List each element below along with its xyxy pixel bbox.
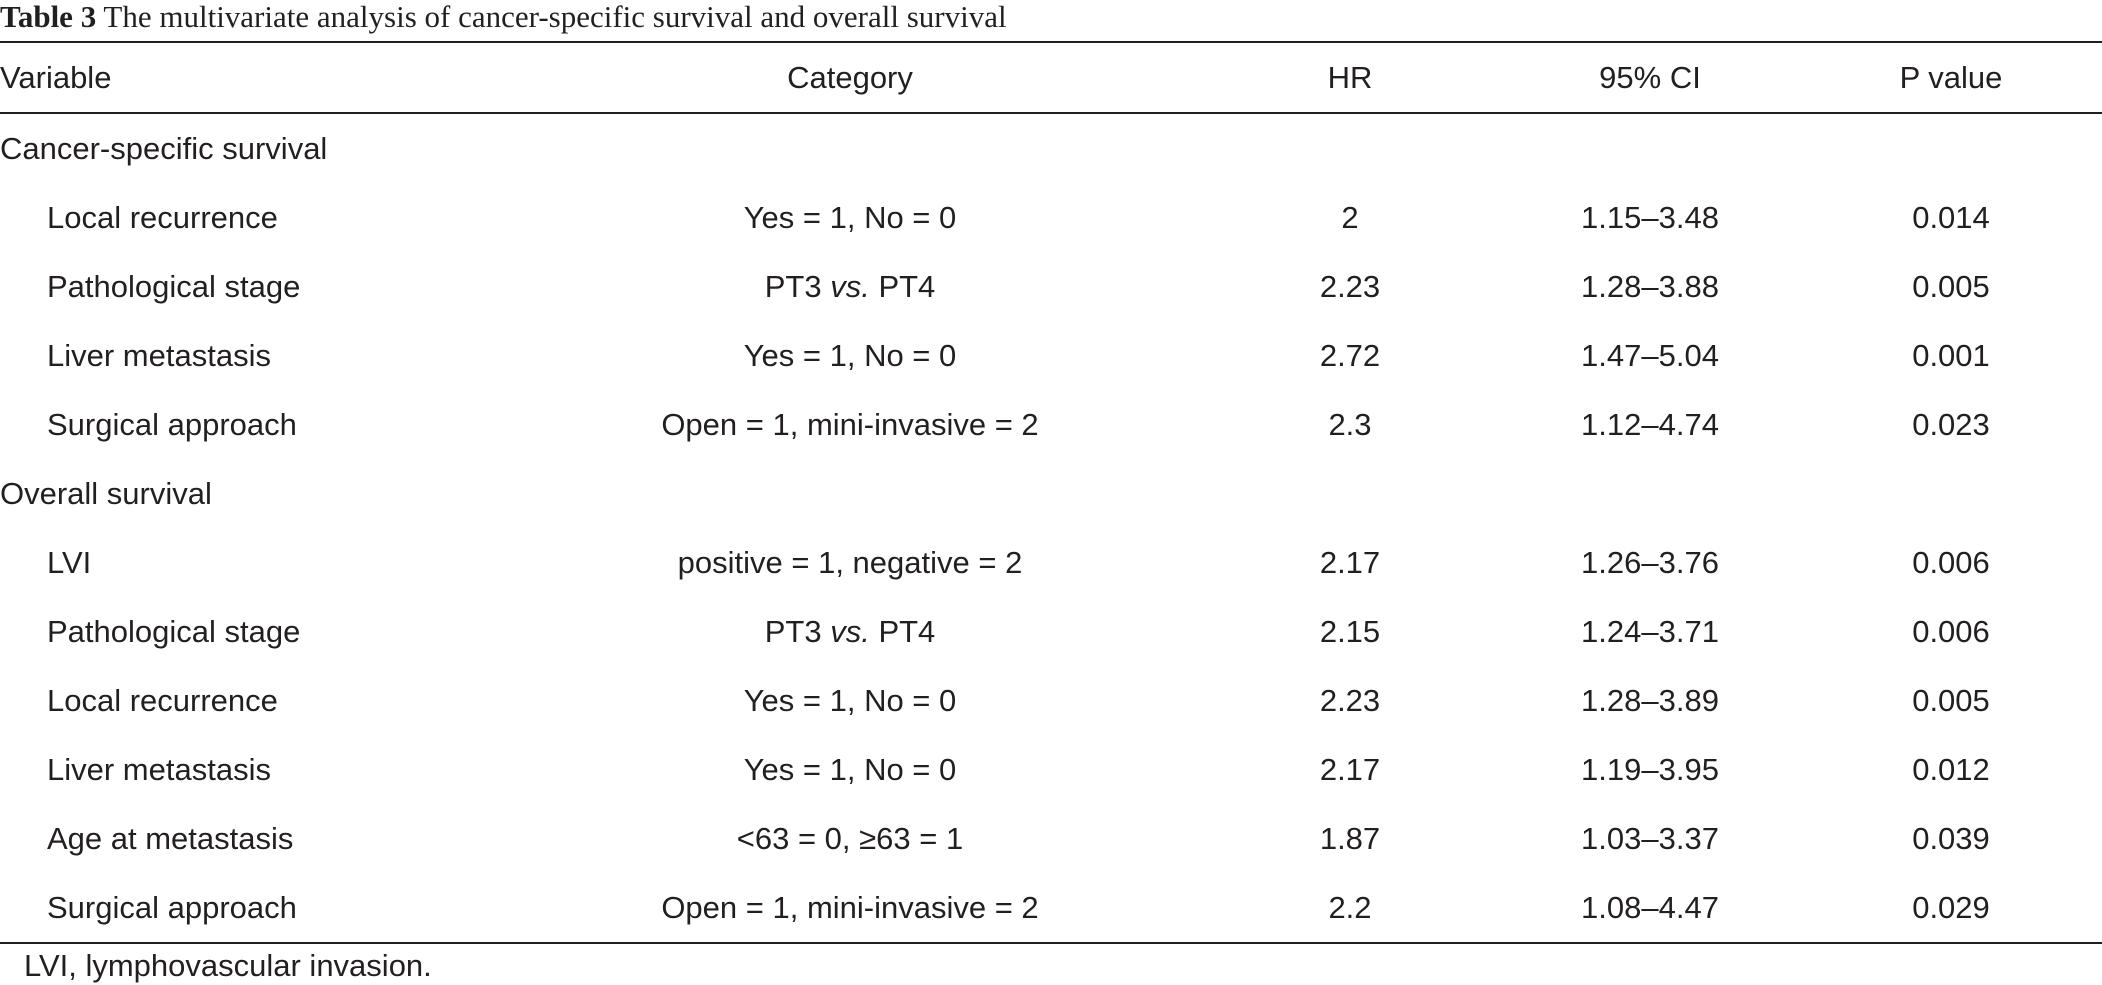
cell-variable: Pathological stage <box>47 613 301 649</box>
cell-variable: LVI <box>47 544 92 580</box>
cell-hr: 2.23 <box>1319 268 1381 304</box>
table-row: Local recurrence Yes = 1, No = 0 2 1.15–… <box>0 183 2102 252</box>
section-label: Cancer-specific survival <box>0 130 328 166</box>
table-row: Liver metastasis Yes = 1, No = 0 2.17 1.… <box>0 735 2102 804</box>
table-row: Surgical approach Open = 1, mini-invasiv… <box>0 873 2102 943</box>
cell-hr: 2 <box>1341 199 1359 235</box>
cell-variable: Local recurrence <box>47 682 278 718</box>
cell-ci: 1.19–3.95 <box>1581 751 1719 787</box>
section-row-overall-survival: Overall survival <box>0 459 2102 528</box>
table-row: Liver metastasis Yes = 1, No = 0 2.72 1.… <box>0 321 2102 390</box>
cell-p-value: 0.005 <box>1912 268 1990 304</box>
header-hr: HR <box>1327 59 1373 95</box>
category-part: PT3 <box>764 613 822 649</box>
cell-category: Yes = 1, No = 0 <box>743 337 957 373</box>
cell-p-value: 0.014 <box>1912 199 1990 235</box>
cell-category: Yes = 1, No = 0 <box>743 199 957 235</box>
table-row: Pathological stage PT3 vs. PT4 2.15 1.24… <box>0 597 2102 666</box>
cell-hr: 2.72 <box>1319 337 1381 373</box>
cell-variable: Liver metastasis <box>47 751 271 787</box>
cell-p-value: 0.023 <box>1912 406 1990 442</box>
table-row: Local recurrence Yes = 1, No = 0 2.23 1.… <box>0 666 2102 735</box>
cell-variable: Liver metastasis <box>47 337 271 373</box>
table-footnote: LVI, lymphovascular invasion. <box>24 948 432 983</box>
cell-category: <63 = 0, ≥63 = 1 <box>736 820 964 856</box>
cell-ci: 1.12–4.74 <box>1581 406 1719 442</box>
cell-ci: 1.26–3.76 <box>1581 544 1719 580</box>
cell-hr: 2.23 <box>1319 682 1381 718</box>
cell-hr: 2.2 <box>1328 889 1372 925</box>
category-vs: vs. <box>830 268 870 304</box>
section-label: Overall survival <box>0 475 212 511</box>
cell-variable: Surgical approach <box>47 889 297 925</box>
cell-p-value: 0.006 <box>1912 613 1990 649</box>
cell-category: PT3 vs. PT4 <box>500 252 1200 321</box>
cell-hr: 2.17 <box>1319 751 1381 787</box>
cell-category: Open = 1, mini-invasive = 2 <box>661 889 1039 925</box>
table-caption-label: Table 3 <box>0 0 97 34</box>
multivariate-analysis-table: Variable Category HR 95% CI P value Canc… <box>0 41 2102 944</box>
cell-category: PT3 vs. PT4 <box>500 597 1200 666</box>
cell-variable: Local recurrence <box>47 199 278 235</box>
cell-category: Yes = 1, No = 0 <box>743 751 957 787</box>
cell-hr: 2.17 <box>1319 544 1381 580</box>
cell-variable: Age at metastasis <box>47 820 294 856</box>
table-row: Surgical approach Open = 1, mini-invasiv… <box>0 390 2102 459</box>
cell-ci: 1.15–3.48 <box>1581 199 1719 235</box>
cell-ci: 1.03–3.37 <box>1581 820 1719 856</box>
cell-hr: 2.3 <box>1328 406 1372 442</box>
cell-ci: 1.08–4.47 <box>1581 889 1719 925</box>
table-row: LVI positive = 1, negative = 2 2.17 1.26… <box>0 528 2102 597</box>
header-category: Category <box>787 59 913 95</box>
cell-hr: 2.15 <box>1319 613 1381 649</box>
table-row: Pathological stage PT3 vs. PT4 2.23 1.28… <box>0 252 2102 321</box>
cell-variable: Surgical approach <box>47 406 297 442</box>
cell-p-value: 0.012 <box>1912 751 1990 787</box>
cell-ci: 1.28–3.88 <box>1581 268 1719 304</box>
category-vs: vs. <box>830 613 870 649</box>
category-part: PT4 <box>878 613 936 649</box>
cell-ci: 1.28–3.89 <box>1581 682 1719 718</box>
category-part: PT4 <box>878 268 936 304</box>
table-caption-text: The multivariate analysis of cancer-spec… <box>103 0 1007 34</box>
cell-ci: 1.24–3.71 <box>1581 613 1719 649</box>
category-part: PT3 <box>764 268 822 304</box>
cell-hr: 1.87 <box>1319 820 1381 856</box>
table-header-row: Variable Category HR 95% CI P value <box>0 42 2102 113</box>
header-p-value: P value <box>1899 59 2003 95</box>
table-row: Age at metastasis <63 = 0, ≥63 = 1 1.87 … <box>0 804 2102 873</box>
cell-p-value: 0.039 <box>1912 820 1990 856</box>
header-variable: Variable <box>0 59 112 95</box>
cell-variable: Pathological stage <box>47 268 301 304</box>
cell-p-value: 0.029 <box>1912 889 1990 925</box>
table-caption: Table 3 The multivariate analysis of can… <box>0 0 1007 34</box>
cell-p-value: 0.001 <box>1912 337 1990 373</box>
cell-p-value: 0.006 <box>1912 544 1990 580</box>
cell-p-value: 0.005 <box>1912 682 1990 718</box>
cell-category: Yes = 1, No = 0 <box>743 682 957 718</box>
section-row-cancer-specific-survival: Cancer-specific survival <box>0 113 2102 183</box>
cell-category: positive = 1, negative = 2 <box>677 544 1023 580</box>
header-ci: 95% CI <box>1599 59 1701 95</box>
cell-ci: 1.47–5.04 <box>1581 337 1719 373</box>
cell-category: Open = 1, mini-invasive = 2 <box>661 406 1039 442</box>
